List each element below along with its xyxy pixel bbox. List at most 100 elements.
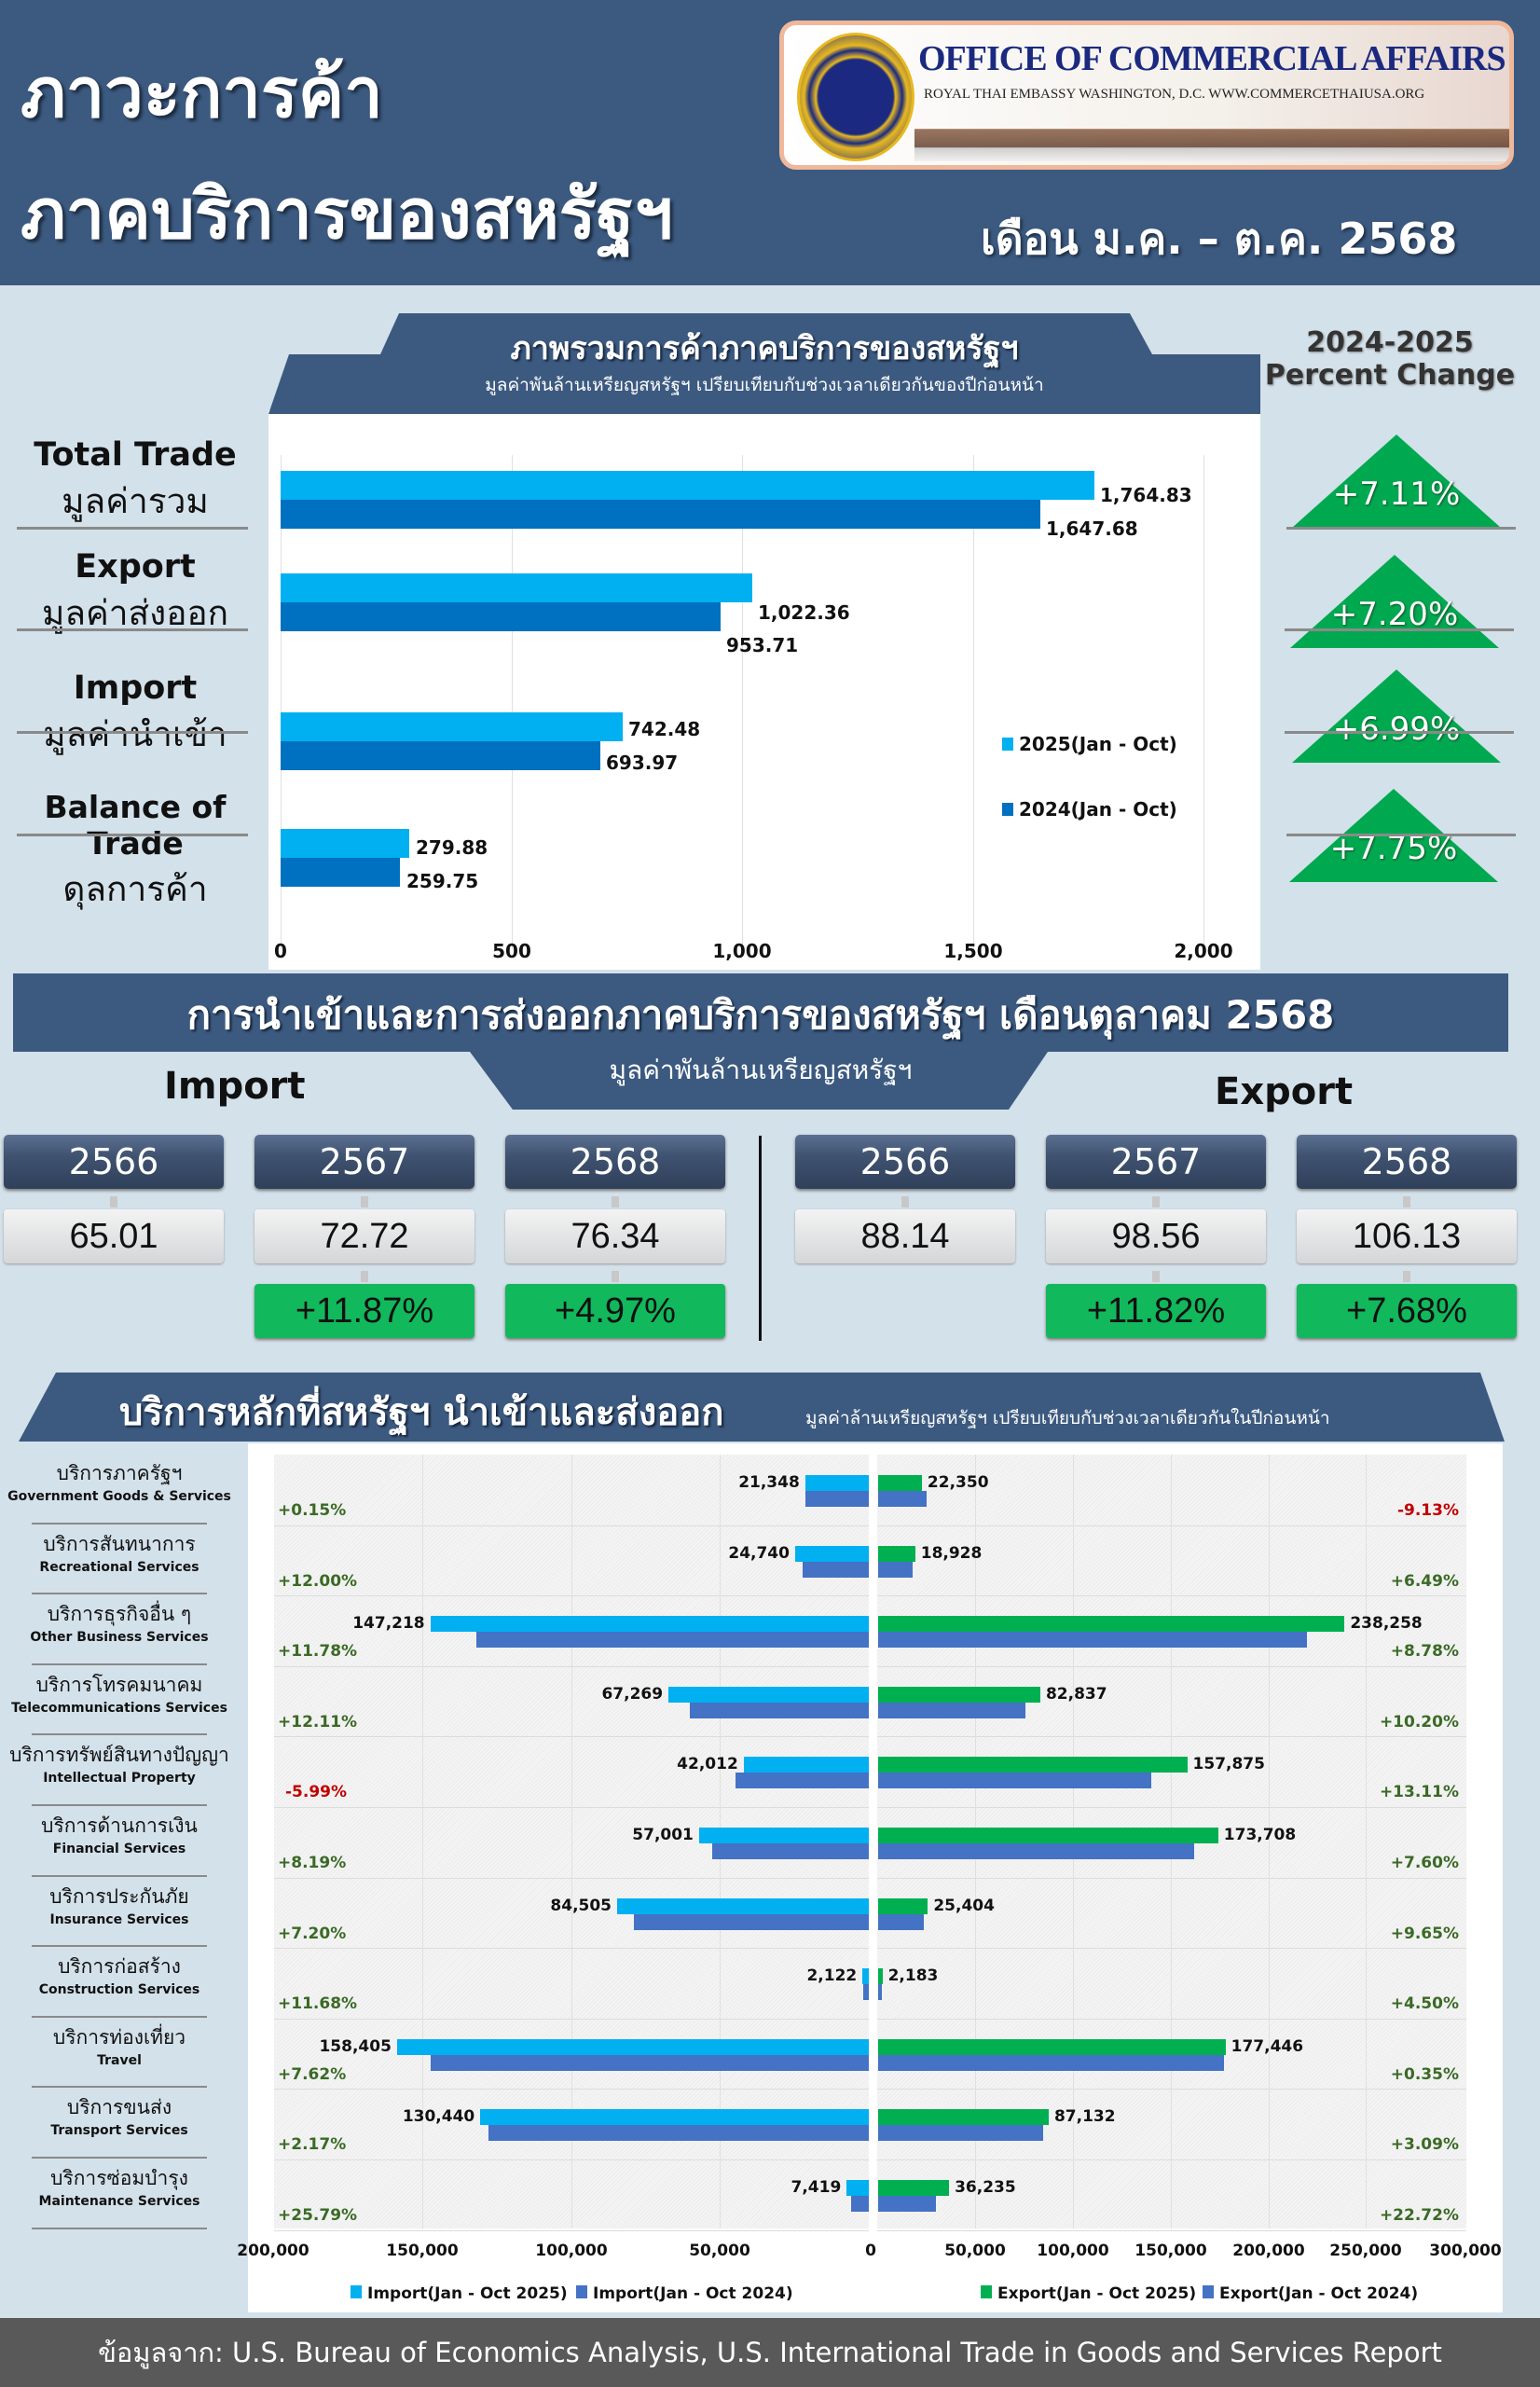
services-banner-subtitle: มูลค่าล้านเหรียญสหรัฐฯ เปรียบเทียบกับช่ว…	[805, 1408, 1330, 1428]
gridline	[877, 1807, 1466, 1808]
divider	[32, 1733, 207, 1736]
gridline	[877, 1736, 1466, 1738]
gridline	[877, 2018, 1466, 2020]
service-name-en: Telecommunications Services	[11, 1700, 227, 1716]
export-tick: 150,000	[1134, 2242, 1207, 2260]
bar-import-2024	[803, 1561, 869, 1578]
service-label: บริการประกันภัย Insurance Services	[6, 1882, 233, 1927]
service-name-th: บริการซ่อมบำรุง	[50, 2167, 188, 2189]
bar-import-2025	[862, 1968, 869, 1985]
bar-export-2025	[878, 1475, 922, 1491]
bar-export-2024	[878, 2196, 936, 2212]
gridline	[274, 1665, 869, 1667]
gridline	[742, 455, 743, 949]
gridline	[274, 2018, 869, 2020]
divider	[32, 2227, 207, 2229]
bar-export-2025	[878, 1828, 1218, 1843]
page-title-line2: ภาคบริการของสหรัฐฯ	[21, 174, 673, 255]
service-label: บริการซ่อมบำรุง Maintenance Services	[6, 2163, 233, 2209]
service-name-th: บริการท่องเที่ยว	[52, 2025, 186, 2049]
service-label: บริการท่องเที่ยว Travel	[6, 2022, 233, 2068]
gridline	[274, 2089, 869, 2090]
export-value-label: 173,708	[1223, 1826, 1297, 1844]
bar-import-2025	[794, 1545, 869, 1562]
bar-export-2024	[878, 1984, 883, 2001]
service-name-en: Intellectual Property	[43, 1771, 196, 1787]
bar-total-2024	[281, 500, 1040, 529]
import-value-label: 57,001	[632, 1826, 694, 1844]
export-year-2568: 2568	[1297, 1135, 1517, 1189]
bar-import-2024	[736, 1773, 869, 1789]
gridline	[274, 2159, 869, 2160]
import-pct-change: +7.20%	[278, 1924, 347, 1943]
export-value-2568: 106.13	[1297, 1209, 1517, 1263]
service-name-en: Government Goods & Services	[7, 1489, 231, 1504]
import-value-label: 42,012	[677, 1755, 738, 1774]
import-tick: 0	[865, 2242, 876, 2260]
bar-import-2024	[851, 2196, 869, 2212]
arrow-down-icon	[361, 1271, 368, 1282]
gridline	[877, 1948, 1466, 1950]
pct-triangle-import: +6.99%	[1292, 669, 1501, 763]
bar-export-2024	[878, 1561, 914, 1578]
value-label: 1,647.68	[1046, 517, 1138, 540]
overview-label-balance: Balance of Trade ดุลการค้า	[44, 789, 227, 909]
legend-swatch	[1203, 2285, 1214, 2298]
value-label: 693.97	[606, 752, 679, 774]
bar-export-2025	[878, 1686, 1040, 1703]
bar-import-2024	[634, 1913, 869, 1930]
legend-import-2024: Import(Jan - Oct 2024)	[576, 2284, 793, 2303]
export-value-2567: 98.56	[1046, 1209, 1266, 1263]
x-tick: 500	[492, 940, 531, 962]
import-year-2566: 2566	[4, 1135, 224, 1189]
legend-export-2024: Export(Jan - Oct 2024)	[1203, 2284, 1418, 2303]
import-value-label: 158,405	[319, 2036, 392, 2056]
bar-import-2024	[281, 741, 600, 770]
gridline	[877, 2159, 1466, 2160]
service-name-en: Maintenance Services	[38, 2194, 200, 2209]
bar-export-2025	[878, 1545, 915, 1562]
divider	[32, 1945, 207, 1948]
export-tick: 200,000	[1232, 2242, 1305, 2260]
bar-import-2025	[281, 712, 623, 741]
gridline	[274, 1525, 869, 1526]
pct-triangle-export: +7.20%	[1290, 555, 1499, 648]
divider	[1286, 527, 1516, 530]
value-label: 1,764.83	[1100, 484, 1192, 506]
bar-export-2024	[878, 2054, 1225, 2071]
legend-2025: 2025(Jan - Oct)	[1002, 733, 1177, 755]
service-name-en: Transport Services	[50, 2123, 188, 2139]
import-value-label: 24,740	[728, 1543, 790, 1563]
export-pct-change: -9.13%	[1396, 1501, 1459, 1520]
divider	[1286, 834, 1516, 836]
gridline	[877, 1595, 1466, 1597]
divider	[32, 1663, 207, 1665]
import-year-2568: 2568	[505, 1135, 725, 1189]
import-tick: 150,000	[386, 2242, 459, 2260]
export-tick: 50,000	[944, 2242, 1006, 2260]
service-label: บริการก่อสร้าง Construction Services	[6, 1952, 233, 1997]
divider	[32, 1522, 207, 1525]
overview-label-total: Total Trade มูลค่ารวม	[34, 436, 237, 521]
gridline	[877, 2229, 1466, 2231]
export-value-label: 18,928	[920, 1543, 983, 1563]
bar-export-2024	[281, 602, 721, 631]
divider	[17, 731, 248, 734]
export-value-label: 2,183	[887, 1966, 939, 1986]
gridline	[1203, 455, 1204, 949]
export-value-label: 157,875	[1192, 1755, 1265, 1774]
import-value-2566: 65.01	[4, 1209, 224, 1263]
import-pct-change: +0.15%	[278, 1501, 347, 1520]
royal-seal-icon	[797, 33, 914, 161]
bar-import-2025	[846, 2180, 869, 2196]
bar-export-2025	[878, 2180, 950, 2196]
export-value-label: 177,446	[1231, 2036, 1304, 2056]
bar-export-2025	[878, 2109, 1049, 2126]
gridline	[422, 1455, 423, 2228]
export-heading: Export	[1215, 1070, 1354, 1113]
divider	[17, 527, 248, 530]
bar-balance-2024	[281, 858, 400, 887]
export-value-label: 36,235	[955, 2178, 1016, 2197]
divider	[17, 628, 248, 631]
bar-export-2025	[878, 2038, 1226, 2055]
